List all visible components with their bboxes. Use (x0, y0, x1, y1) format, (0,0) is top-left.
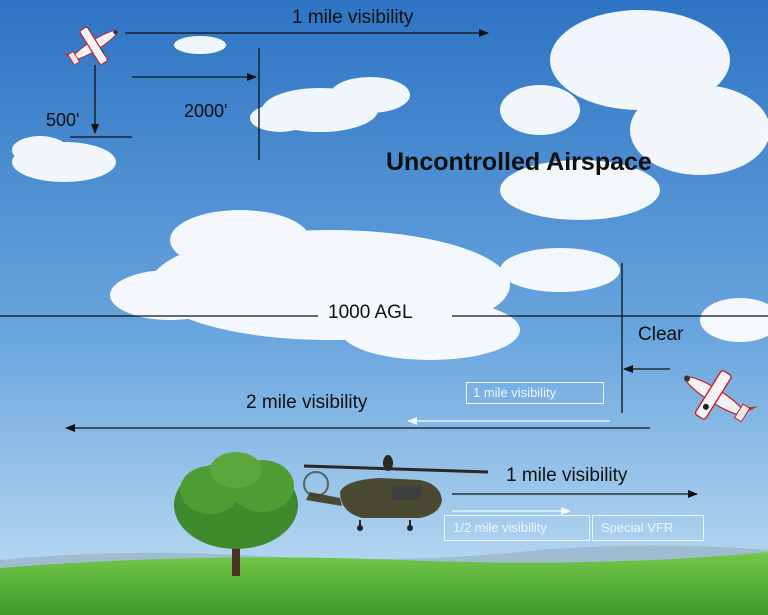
tree-icon (174, 452, 298, 576)
white-arrows (407, 417, 610, 515)
guide-lines (0, 29, 768, 498)
below-distance-label: 500' (46, 110, 80, 130)
heli-visibility-label: 1 mile visibility (506, 465, 628, 486)
special-vfr-label: Special VFR (592, 515, 704, 541)
agl-label: 1000 AGL (328, 302, 413, 323)
top-visibility-label: 1 mile visibility (292, 7, 414, 28)
page-title: Uncontrolled Airspace (386, 148, 652, 176)
grass-field (0, 552, 768, 615)
helicopter-icon (303, 455, 489, 531)
clear-label: Clear (638, 324, 684, 345)
heli-half-visibility-label: 1/2 mile visibility (444, 515, 590, 541)
airplane-icon (62, 26, 118, 66)
clouds (12, 10, 768, 360)
horizontal-distance-label: 2000' (184, 101, 228, 121)
airplane-icon (684, 370, 759, 423)
low-visibility-boxed-label: 1 mile visibility (466, 382, 604, 404)
low-visibility-label: 2 mile visibility (246, 392, 368, 413)
